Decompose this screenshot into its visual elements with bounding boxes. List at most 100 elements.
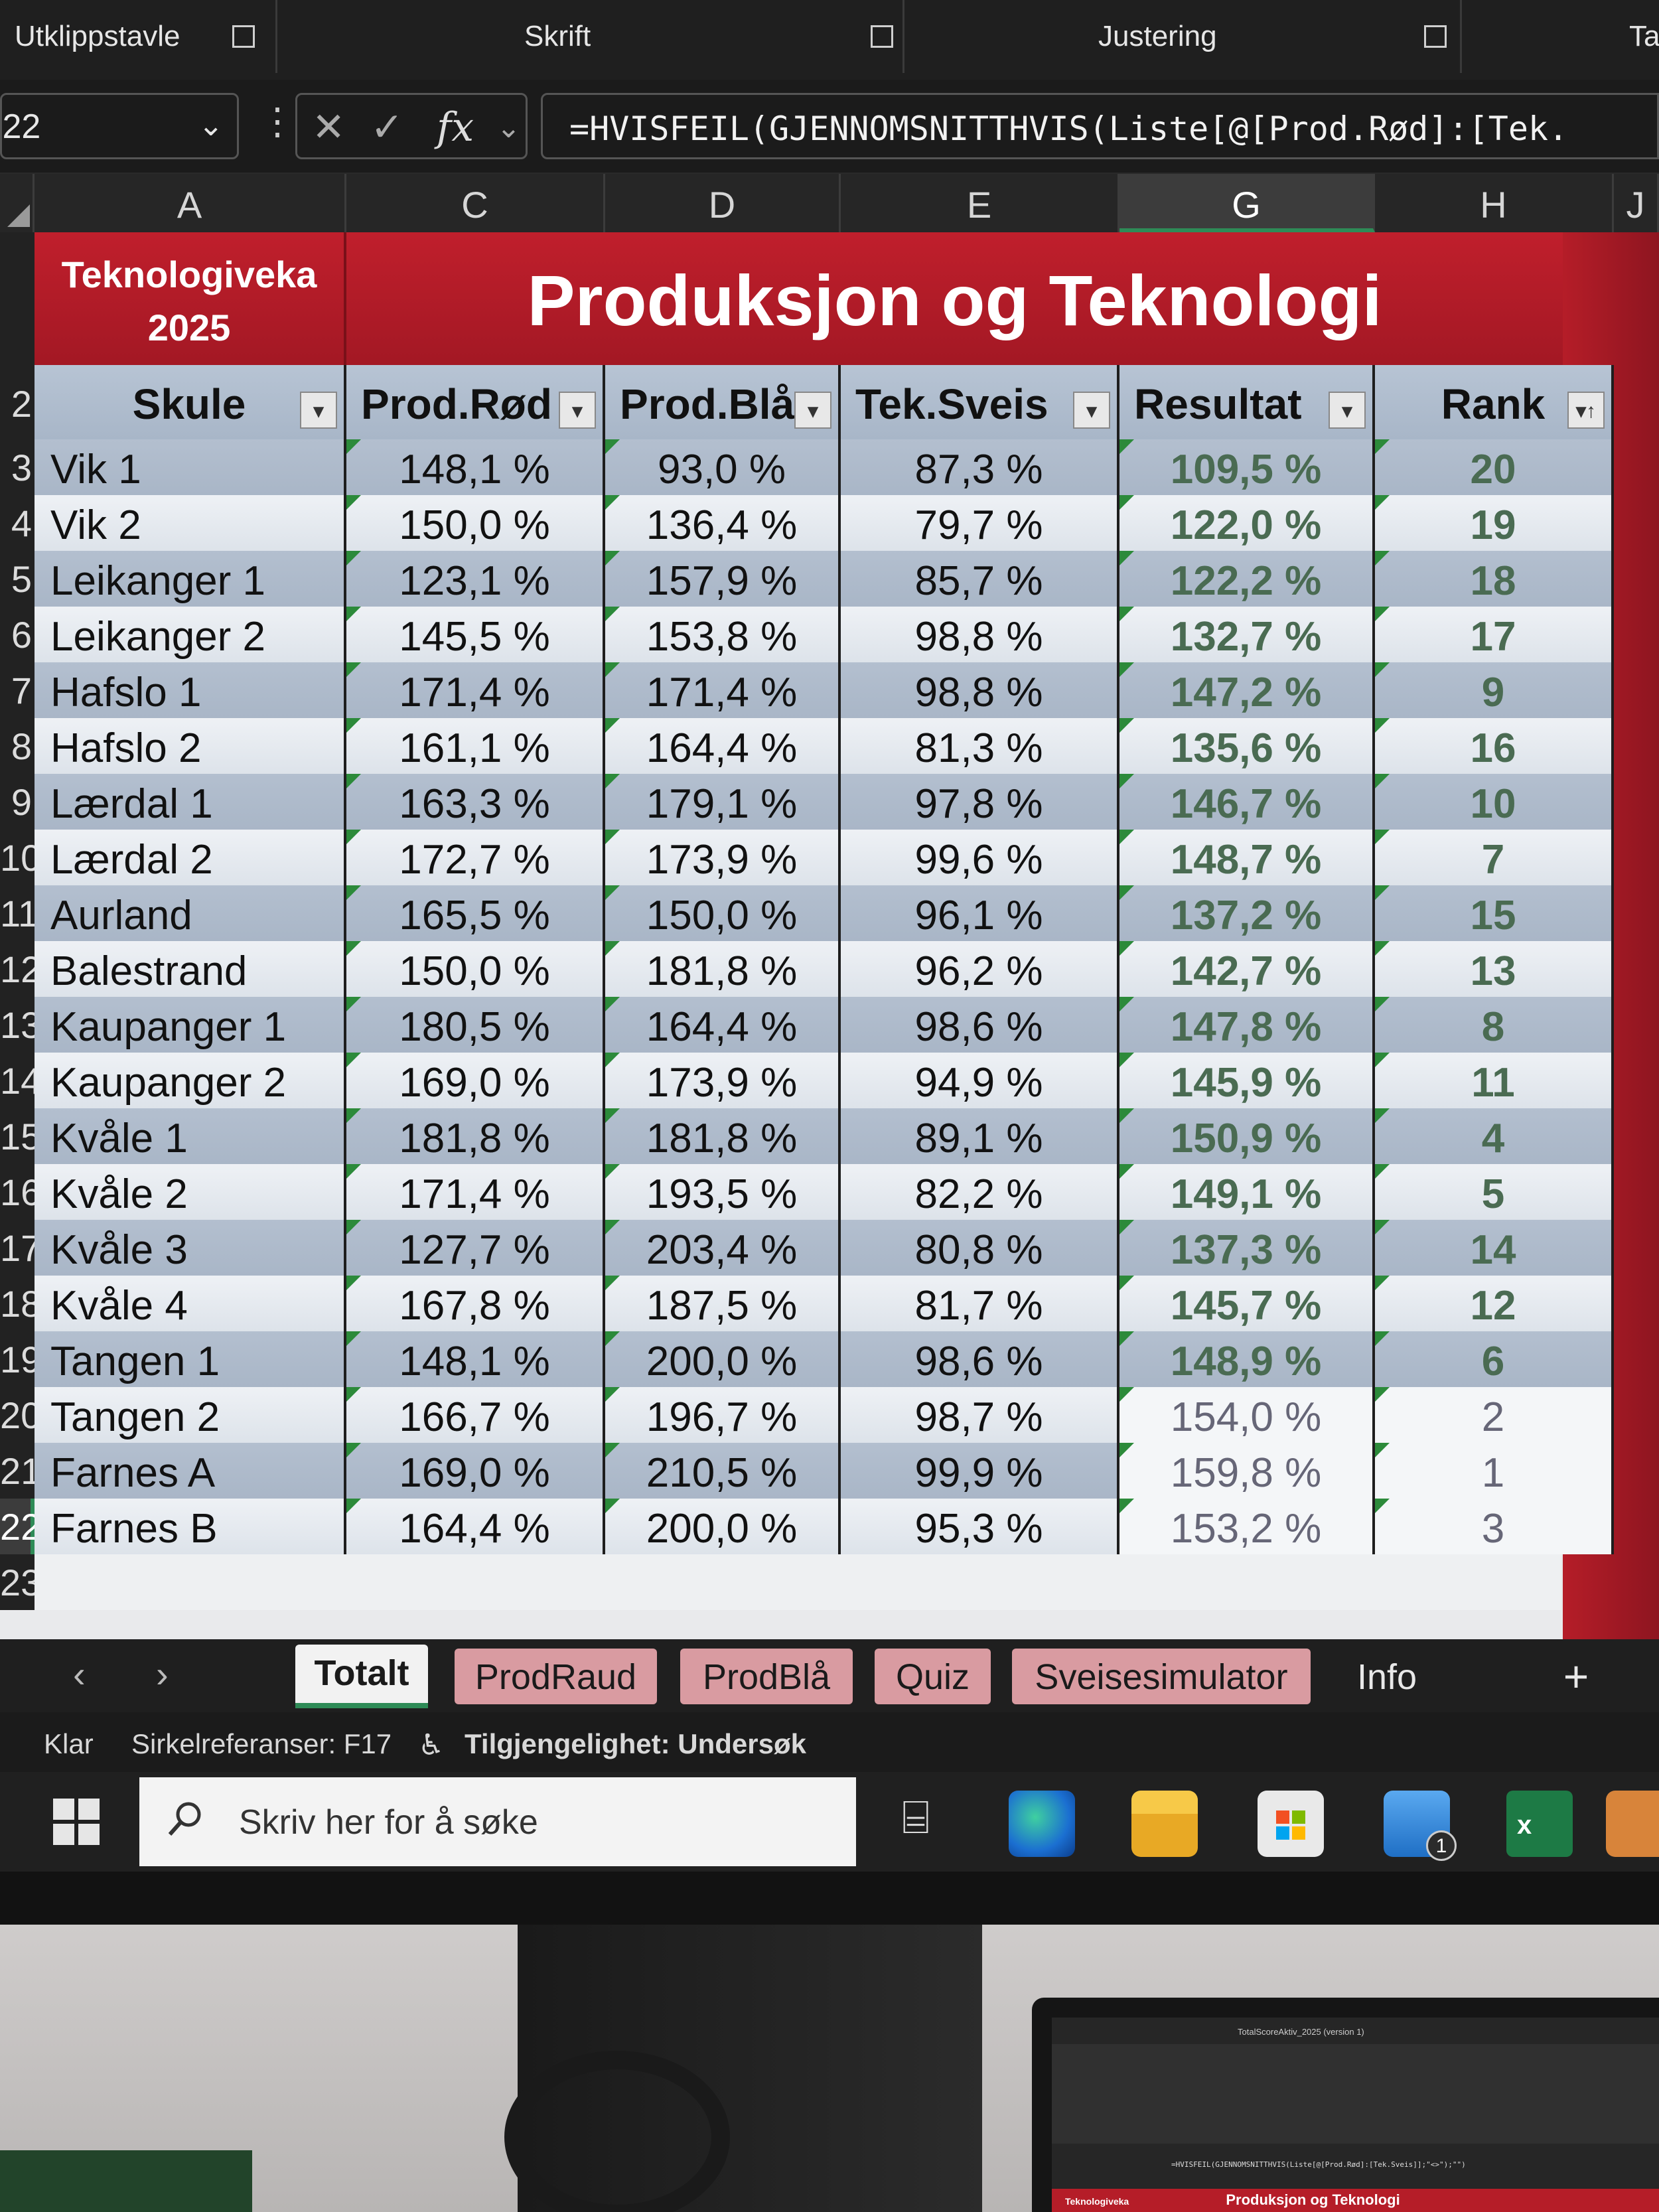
row-header-23[interactable]: 23: [0, 1554, 41, 1610]
chevron-down-icon[interactable]: ⌄: [496, 111, 521, 144]
cell-resultat[interactable]: 146,7 %: [1119, 774, 1375, 830]
cell-tek-sveis[interactable]: 98,6 %: [841, 997, 1119, 1053]
cell-tek-sveis[interactable]: 96,2 %: [841, 941, 1119, 997]
row-header[interactable]: 18: [0, 1276, 41, 1331]
cell-prod-rod[interactable]: 150,0 %: [346, 941, 605, 997]
cell-prod-rod[interactable]: 148,1 %: [346, 1331, 605, 1387]
alignment-launcher-icon[interactable]: [1424, 25, 1447, 48]
cell-prod-rod[interactable]: 123,1 %: [346, 551, 605, 607]
cell-prod-rod[interactable]: 171,4 %: [346, 1164, 605, 1220]
cell-skule[interactable]: Lærdal 2: [35, 830, 346, 885]
row-header[interactable]: 22: [0, 1499, 41, 1554]
cell-skule[interactable]: Kvåle 3: [35, 1220, 346, 1276]
filter-dropdown-icon[interactable]: ▾: [1329, 392, 1366, 429]
edge-browser-icon[interactable]: [1009, 1791, 1075, 1857]
add-sheet-icon[interactable]: +: [1563, 1652, 1589, 1701]
windows-start-icon[interactable]: [53, 1799, 100, 1845]
cell-skule[interactable]: Vik 1: [35, 439, 346, 495]
cell-resultat[interactable]: 122,2 %: [1119, 551, 1375, 607]
row-header-2[interactable]: 2: [0, 365, 35, 439]
cell-prod-rod[interactable]: 148,1 %: [346, 439, 605, 495]
cell-tek-sveis[interactable]: 99,9 %: [841, 1443, 1119, 1499]
cell-prod-bla[interactable]: 187,5 %: [605, 1276, 841, 1331]
row-header[interactable]: 13: [0, 997, 41, 1053]
cell-prod-bla[interactable]: 181,8 %: [605, 1108, 841, 1164]
cell-rank[interactable]: 19: [1375, 495, 1614, 551]
cell-prod-bla[interactable]: 93,0 %: [605, 439, 841, 495]
cell-tek-sveis[interactable]: 81,3 %: [841, 718, 1119, 774]
header-skule[interactable]: Skule ▾: [35, 365, 346, 439]
cell-skule[interactable]: Kvåle 1: [35, 1108, 346, 1164]
cell-rank[interactable]: 3: [1375, 1499, 1614, 1554]
cell-prod-rod[interactable]: 145,5 %: [346, 607, 605, 662]
filter-dropdown-icon[interactable]: ▾: [794, 392, 831, 429]
cell-prod-rod[interactable]: 172,7 %: [346, 830, 605, 885]
cell-tek-sveis[interactable]: 79,7 %: [841, 495, 1119, 551]
cell-skule[interactable]: Kvåle 2: [35, 1164, 346, 1220]
row-header[interactable]: 5: [0, 551, 35, 607]
cell-prod-bla[interactable]: 200,0 %: [605, 1331, 841, 1387]
row-header[interactable]: 20: [0, 1387, 41, 1443]
column-header-g[interactable]: G: [1119, 174, 1375, 232]
cell-prod-bla[interactable]: 181,8 %: [605, 941, 841, 997]
excel-icon[interactable]: x: [1506, 1791, 1573, 1857]
mail-icon[interactable]: 1: [1384, 1791, 1457, 1861]
cell-tek-sveis[interactable]: 96,1 %: [841, 885, 1119, 941]
row-header[interactable]: 19: [0, 1331, 41, 1387]
cell-resultat[interactable]: 132,7 %: [1119, 607, 1375, 662]
cell-resultat[interactable]: 148,9 %: [1119, 1331, 1375, 1387]
cell-tek-sveis[interactable]: 85,7 %: [841, 551, 1119, 607]
teams-icon[interactable]: [1606, 1791, 1659, 1857]
row-header[interactable]: 14: [0, 1053, 41, 1108]
row-header[interactable]: 11: [0, 885, 38, 941]
cell-resultat[interactable]: 122,0 %: [1119, 495, 1375, 551]
formula-input[interactable]: =HVISFEIL(GJENNOMSNITTHVIS(Liste[@[Prod.…: [541, 93, 1659, 159]
cell-skule[interactable]: Farnes B: [35, 1499, 346, 1554]
cell-skule[interactable]: Hafslo 2: [35, 718, 346, 774]
font-launcher-icon[interactable]: [871, 25, 893, 48]
cell-tek-sveis[interactable]: 94,9 %: [841, 1053, 1119, 1108]
cell-prod-rod[interactable]: 169,0 %: [346, 1443, 605, 1499]
cell-prod-bla[interactable]: 193,5 %: [605, 1164, 841, 1220]
task-view-icon[interactable]: ⌸: [902, 1791, 930, 1843]
select-all-corner[interactable]: [0, 174, 35, 232]
cell-tek-sveis[interactable]: 87,3 %: [841, 439, 1119, 495]
cell-prod-rod[interactable]: 164,4 %: [346, 1499, 605, 1554]
cell-prod-bla[interactable]: 203,4 %: [605, 1220, 841, 1276]
file-explorer-icon[interactable]: [1131, 1791, 1198, 1857]
tab-info[interactable]: Info: [1356, 1657, 1417, 1697]
cell-prod-rod[interactable]: 165,5 %: [346, 885, 605, 941]
cell-tek-sveis[interactable]: 98,8 %: [841, 607, 1119, 662]
cell-tek-sveis[interactable]: 99,6 %: [841, 830, 1119, 885]
cell-skule[interactable]: Vik 2: [35, 495, 346, 551]
filter-dropdown-icon[interactable]: ▾: [1073, 392, 1110, 429]
cell-resultat[interactable]: 142,7 %: [1119, 941, 1375, 997]
cell-tek-sveis[interactable]: 81,7 %: [841, 1276, 1119, 1331]
cell-resultat[interactable]: 135,6 %: [1119, 718, 1375, 774]
cell-prod-rod[interactable]: 167,8 %: [346, 1276, 605, 1331]
cell-tek-sveis[interactable]: 98,8 %: [841, 662, 1119, 718]
filter-dropdown-icon[interactable]: ▾: [300, 392, 337, 429]
cell-resultat[interactable]: 154,0 %: [1119, 1387, 1375, 1443]
cell-rank[interactable]: 13: [1375, 941, 1614, 997]
header-rank[interactable]: Rank ▾↑: [1375, 365, 1614, 439]
cell-prod-bla[interactable]: 200,0 %: [605, 1499, 841, 1554]
column-header-d[interactable]: D: [605, 174, 841, 232]
more-options-icon[interactable]: ⋮: [259, 100, 296, 142]
name-box[interactable]: G22 ⌄: [0, 93, 239, 159]
taskbar-search[interactable]: Skriv her for å søke: [139, 1777, 856, 1866]
cell-prod-bla[interactable]: 179,1 %: [605, 774, 841, 830]
cell-prod-bla[interactable]: 136,4 %: [605, 495, 841, 551]
cell-resultat[interactable]: 147,8 %: [1119, 997, 1375, 1053]
cell-prod-bla[interactable]: 173,9 %: [605, 830, 841, 885]
status-accessibility[interactable]: Tilgjengelighet: Undersøk: [465, 1728, 806, 1759]
column-header-a[interactable]: A: [35, 174, 346, 232]
cell-prod-bla[interactable]: 173,9 %: [605, 1053, 841, 1108]
cell-rank[interactable]: 7: [1375, 830, 1614, 885]
cell-prod-rod[interactable]: 169,0 %: [346, 1053, 605, 1108]
cell-resultat[interactable]: 159,8 %: [1119, 1443, 1375, 1499]
cell-rank[interactable]: 16: [1375, 718, 1614, 774]
column-header-e[interactable]: E: [841, 174, 1119, 232]
row-header[interactable]: 10: [0, 830, 41, 885]
row-header[interactable]: 6: [0, 607, 35, 662]
